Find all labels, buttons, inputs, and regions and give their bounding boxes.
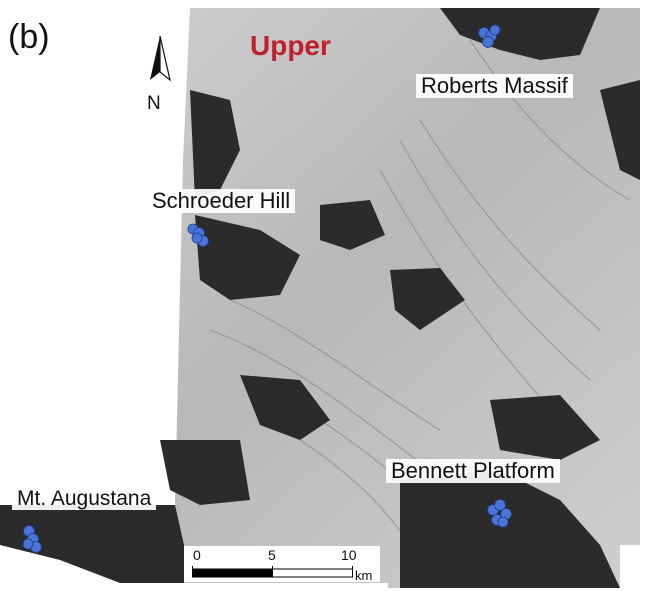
sample-markers-augustana — [22, 525, 42, 553]
rock-outcrops — [0, 8, 640, 588]
place-label-schroeder-hill: Schroeder Hill — [147, 188, 296, 214]
scale-tick-label: 0 — [193, 547, 201, 563]
imagery-footprint — [0, 8, 640, 588]
scale-bar-graphic — [192, 566, 353, 578]
sample-markers-bennett — [487, 499, 512, 528]
place-label-roberts-massif: Roberts Massif — [416, 73, 573, 99]
sample-markers-schroeder — [187, 223, 209, 247]
sample-markers-roberts — [478, 24, 501, 48]
scale-bar: 0 5 10 km — [184, 546, 380, 583]
place-label-bennett-platform: Bennett Platform — [386, 458, 560, 484]
glacier-flow-lines — [209, 39, 631, 581]
scale-tick-label: 10 — [341, 547, 357, 563]
scale-unit-label: km — [355, 568, 373, 583]
north-arrow-icon — [150, 35, 171, 82]
place-label-mt-augustana: Mt. Augustana — [12, 487, 157, 511]
north-label: N — [147, 93, 161, 114]
region-label: Upper — [250, 30, 331, 61]
scale-tick-label: 5 — [268, 547, 276, 563]
panel-label: (b) — [8, 18, 50, 56]
